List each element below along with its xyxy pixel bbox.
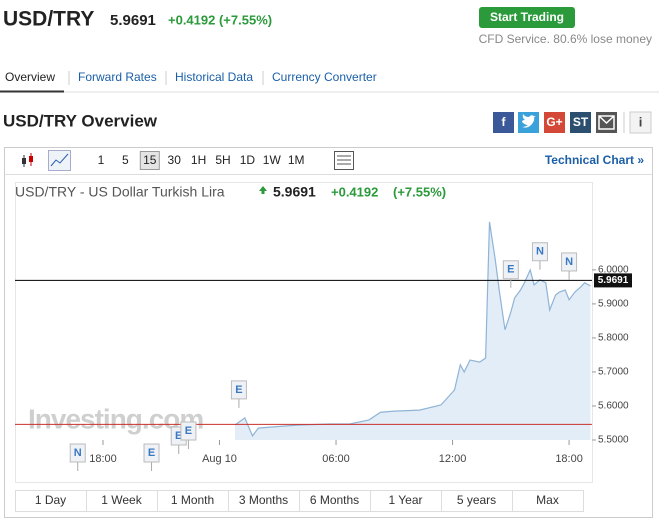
info-icon[interactable] xyxy=(629,111,652,134)
interval[interactable]: 1D xyxy=(240,153,256,167)
event-label: E xyxy=(185,425,192,437)
interval-selected xyxy=(139,151,160,170)
share-icon[interactable] xyxy=(544,112,565,133)
chart-container xyxy=(4,147,653,518)
y-tick-label: 5.8000 xyxy=(598,333,629,344)
event-label: N xyxy=(536,246,544,258)
share-icon[interactable] xyxy=(493,112,514,133)
area-icon[interactable] xyxy=(48,150,71,171)
section-title: USD/TRY Overview xyxy=(3,111,158,130)
start-trading-button[interactable] xyxy=(479,7,575,28)
tab[interactable]: Historical Data xyxy=(175,70,253,84)
interval[interactable]: 5H xyxy=(215,153,230,167)
event-flag[interactable] xyxy=(561,252,578,272)
period-label: 6 Months xyxy=(310,493,359,507)
last-price-box xyxy=(594,273,632,288)
interval[interactable]: 1M xyxy=(288,153,305,167)
tab[interactable]: Overview xyxy=(5,70,55,84)
interval[interactable]: 15 xyxy=(143,153,157,167)
event-flag[interactable] xyxy=(143,443,160,463)
event-flag[interactable] xyxy=(69,443,86,463)
chart-title: USD/TRY - US Dollar Turkish Lira xyxy=(15,184,225,200)
share-icon[interactable] xyxy=(570,112,591,133)
tab[interactable]: Currency Converter xyxy=(272,70,377,84)
up-arrow xyxy=(259,186,267,194)
symbol: USD/TRY xyxy=(3,8,94,31)
chart-change: +0.4192 xyxy=(331,184,378,199)
x-tick-label: 18:00 xyxy=(89,453,117,465)
twitter-bird xyxy=(522,114,536,128)
event-label: N xyxy=(565,256,573,268)
x-tick-label: Aug 10 xyxy=(202,453,237,465)
event-label: E xyxy=(235,384,242,396)
event-label: N xyxy=(74,447,82,459)
event-flag[interactable] xyxy=(230,380,247,400)
period-label: 3 Months xyxy=(239,493,288,507)
area-fill xyxy=(235,221,591,440)
period-button[interactable] xyxy=(512,490,584,512)
y-tick-label: 5.6000 xyxy=(598,401,629,412)
x-tick-label: 12:00 xyxy=(439,453,467,465)
price: 5.9691 xyxy=(110,12,156,29)
x-tick-label: 06:00 xyxy=(322,453,350,465)
start-trading-label[interactable]: Start Trading xyxy=(490,10,564,24)
area-icon-line xyxy=(50,153,69,167)
event-label: E xyxy=(507,264,514,276)
chart-last: 5.9691 xyxy=(273,184,316,200)
period-label: 1 Year xyxy=(388,493,422,507)
period-label: 1 Week xyxy=(101,493,142,507)
tab[interactable]: Forward Rates xyxy=(78,70,157,84)
change: +0.4192 (+7.55%) xyxy=(168,12,272,27)
interval[interactable]: 1 xyxy=(98,153,105,167)
share-icon-label: G+ xyxy=(546,115,562,129)
share-icon-label: ST xyxy=(573,115,589,129)
candle-icon[interactable] xyxy=(22,153,33,167)
period-label: 1 Month xyxy=(171,493,214,507)
event-flag[interactable] xyxy=(502,260,519,280)
period-label: 5 years xyxy=(457,493,496,507)
period-label: Max xyxy=(536,493,559,507)
technical-chart-link[interactable]: Technical Chart » xyxy=(545,153,644,167)
event-flag[interactable] xyxy=(531,242,548,262)
plot-frame xyxy=(15,182,593,483)
x-tick-label: 18:00 xyxy=(555,453,583,465)
interval[interactable]: 1W xyxy=(263,153,282,167)
chart-change-pct: (+7.55%) xyxy=(393,184,446,199)
period-label: 1 Day xyxy=(35,493,66,507)
interval[interactable]: 30 xyxy=(168,153,182,167)
event-label: E xyxy=(148,447,155,459)
y-tick-label: 6.0000 xyxy=(598,265,629,276)
interval[interactable]: 5 xyxy=(122,153,129,167)
event-label: E xyxy=(175,430,182,442)
interval[interactable]: 1H xyxy=(191,153,206,167)
event-flag[interactable] xyxy=(180,421,197,441)
mail-icon xyxy=(598,115,615,130)
info-icon-label: i xyxy=(639,114,643,129)
share-icon-label: f xyxy=(502,115,507,129)
last-price-label: 5.9691 xyxy=(598,275,629,286)
y-tick-label: 5.5000 xyxy=(598,435,629,446)
disclaimer: CFD Service. 80.6% lose money xyxy=(479,32,652,46)
y-tick-label: 5.7000 xyxy=(598,367,629,378)
y-tick-label: 5.9000 xyxy=(598,299,629,310)
